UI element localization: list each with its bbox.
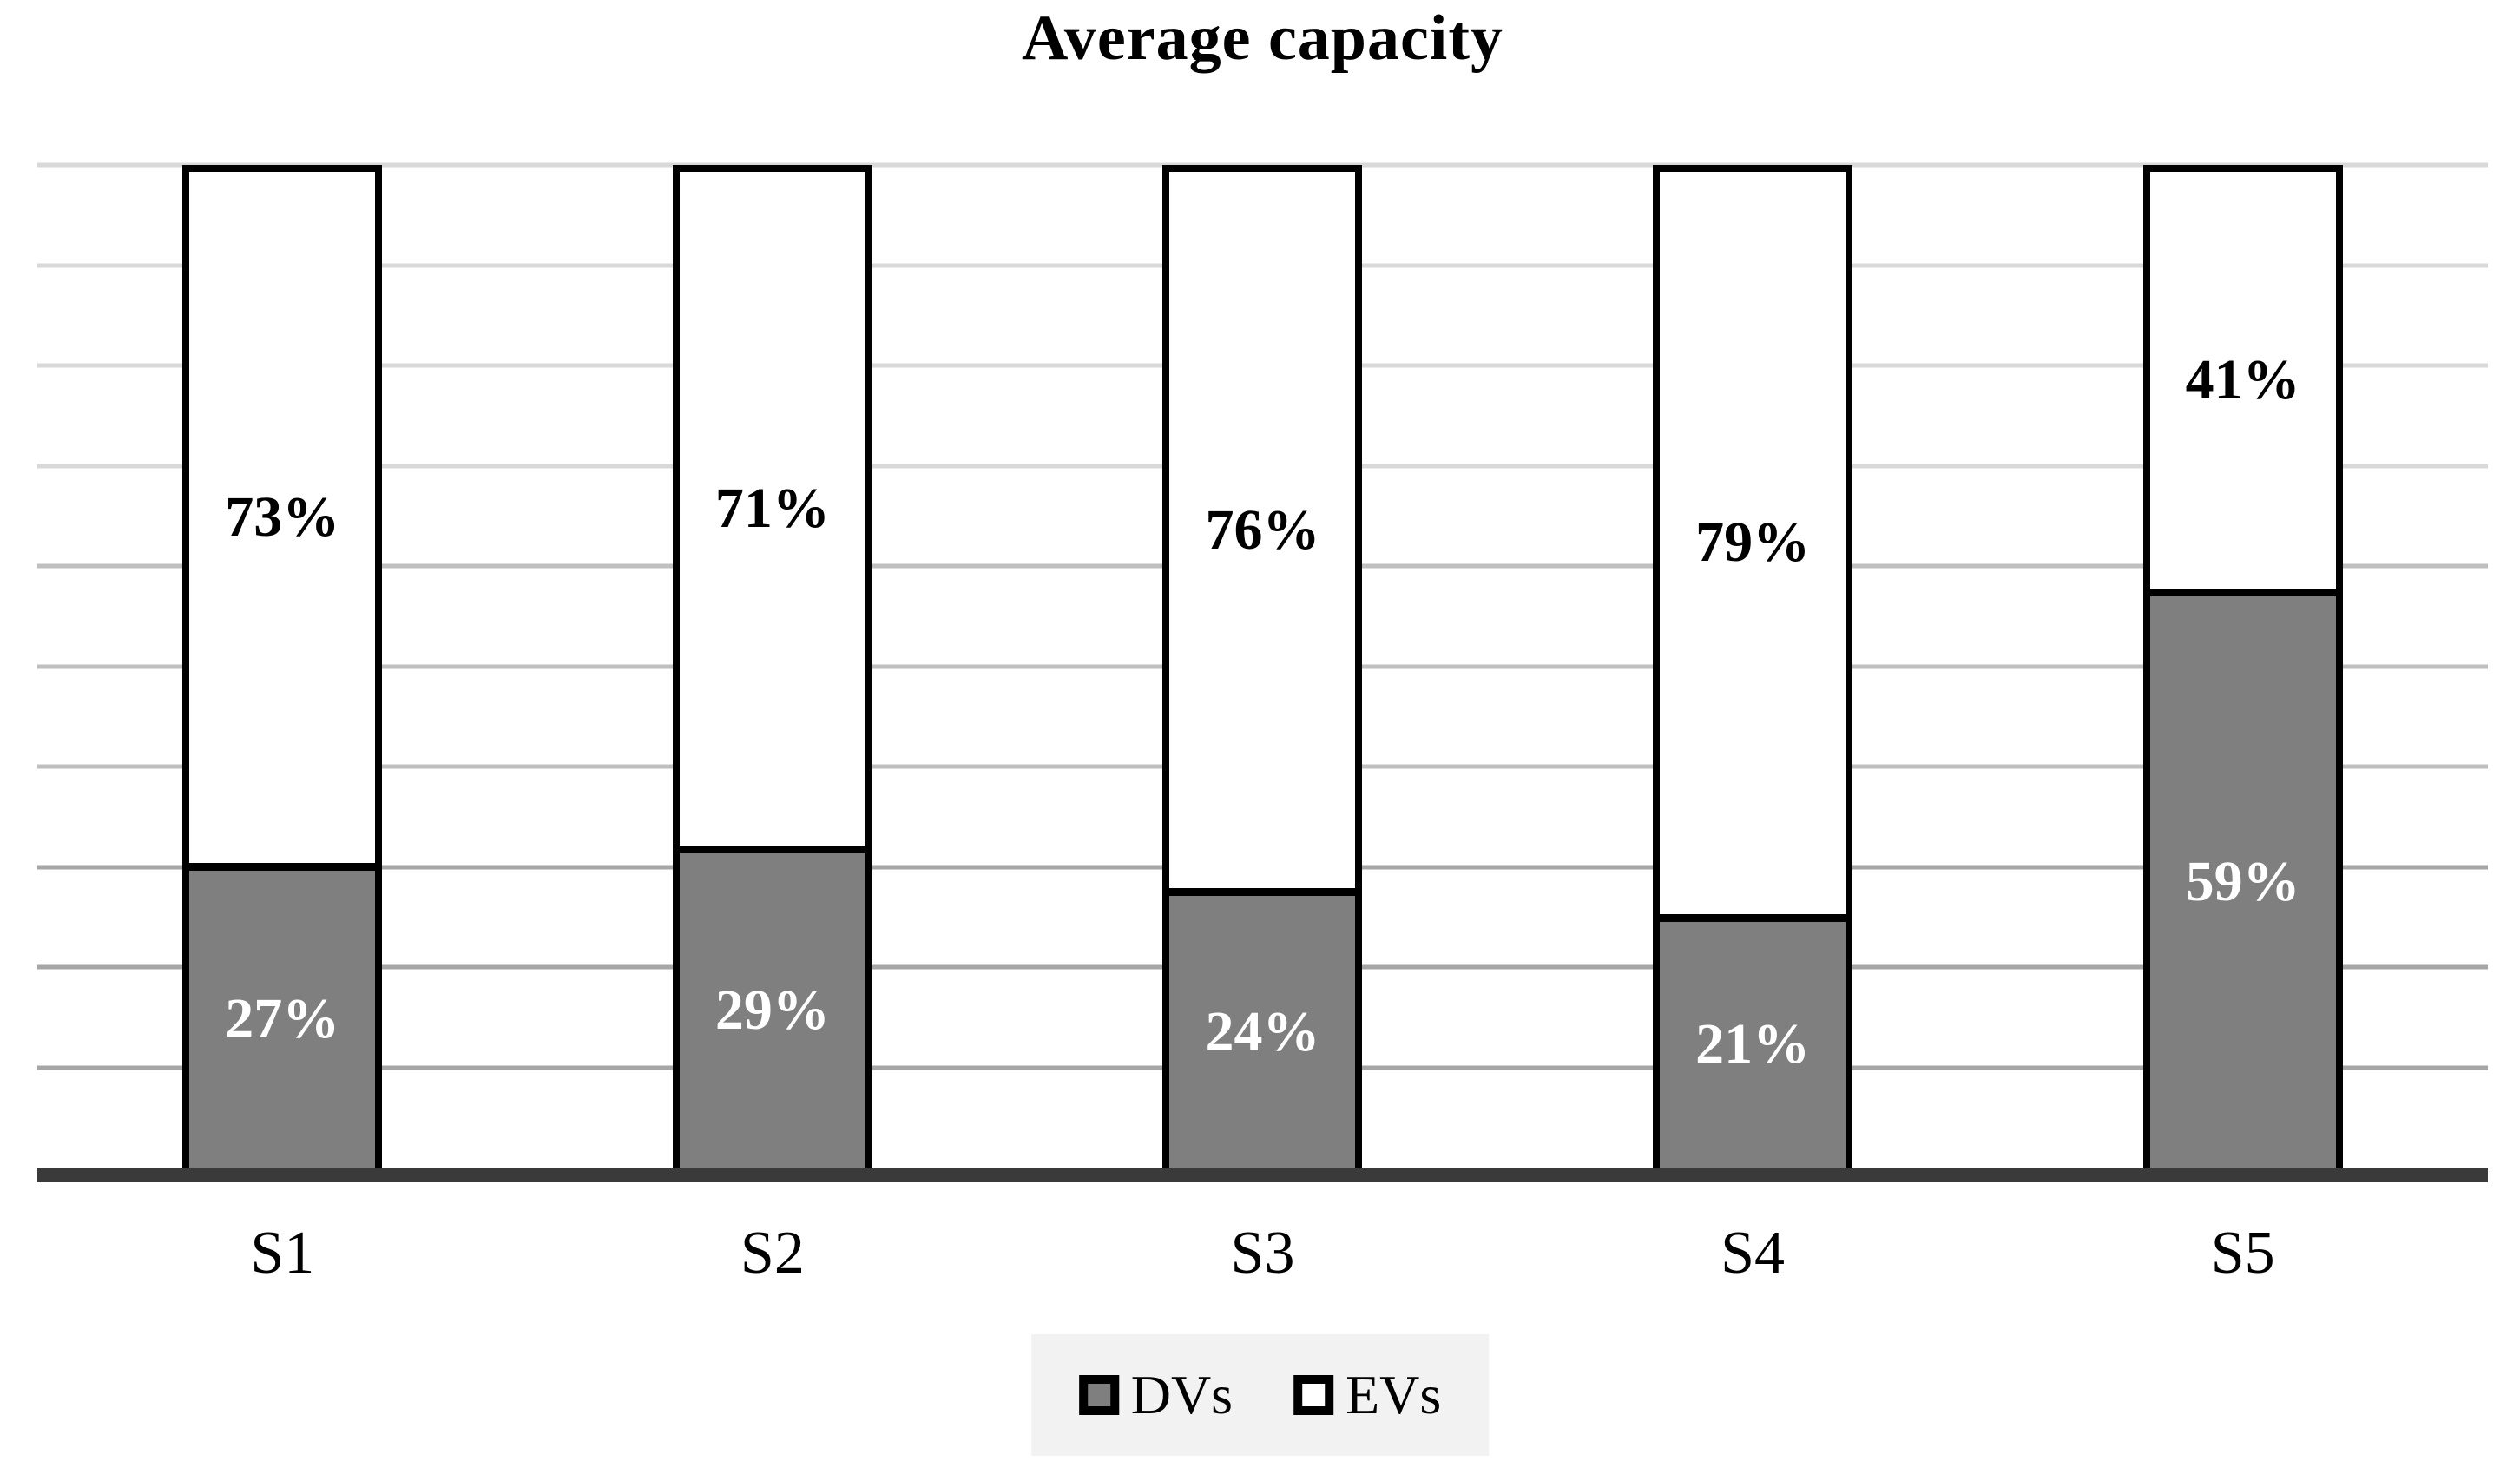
category-label-s5: S5 xyxy=(2210,1220,2275,1287)
segment-evs-s2: 71% xyxy=(679,172,865,846)
bar-s1: 73% 27% xyxy=(182,165,383,1168)
legend-item-evs: EVs xyxy=(1293,1363,1441,1427)
segment-evs-s3: 76% xyxy=(1169,172,1356,889)
bars-container: 73% 27% 71% 29% 76% 24% 79% 21% 41% 59% xyxy=(37,165,2488,1168)
bar-slot-s2: 71% 29% xyxy=(528,165,1018,1168)
bar-slot-s1: 73% 27% xyxy=(37,165,528,1168)
data-label-dvs-s3: 24% xyxy=(1205,999,1320,1063)
bar-slot-s3: 76% 24% xyxy=(1017,165,1508,1168)
segment-dvs-s5: 59% xyxy=(2149,589,2336,1168)
data-label-evs-s3: 76% xyxy=(1205,497,1320,562)
segment-dvs-s4: 21% xyxy=(1660,913,1846,1168)
segment-dvs-s2: 29% xyxy=(679,846,865,1168)
category-label-s3: S3 xyxy=(1230,1220,1295,1287)
data-label-evs-s2: 71% xyxy=(714,477,830,541)
category-label-s2: S2 xyxy=(740,1220,805,1287)
category-label-s4: S4 xyxy=(1721,1220,1786,1287)
data-label-dvs-s5: 59% xyxy=(2185,850,2300,914)
bar-slot-s5: 41% 59% xyxy=(1997,165,2488,1168)
legend-label-dvs: DVs xyxy=(1130,1364,1234,1425)
category-axis-labels: S1 S2 S3 S4 S5 xyxy=(37,1214,2488,1294)
bar-slot-s4: 79% 21% xyxy=(1508,165,1998,1168)
bar-s3: 76% 24% xyxy=(1162,165,1363,1168)
data-label-evs-s4: 79% xyxy=(1695,510,1811,575)
legend: DVs EVs xyxy=(1030,1334,1490,1456)
chart-title: Average capacity xyxy=(1021,3,1504,74)
bar-s5: 41% 59% xyxy=(2142,165,2343,1168)
segment-evs-s4: 79% xyxy=(1660,172,1846,914)
data-label-dvs-s1: 27% xyxy=(225,986,340,1050)
legend-label-evs: EVs xyxy=(1346,1364,1442,1425)
legend-swatch-dvs xyxy=(1078,1375,1119,1415)
category-label-s1: S1 xyxy=(250,1220,315,1287)
plot-area: 73% 27% 71% 29% 76% 24% 79% 21% 41% 59% xyxy=(37,162,2488,1168)
x-axis-line xyxy=(37,1168,2488,1182)
data-label-evs-s1: 73% xyxy=(225,484,340,549)
bar-s4: 79% 21% xyxy=(1653,165,1853,1168)
legend-item-dvs: DVs xyxy=(1078,1363,1234,1427)
data-label-dvs-s2: 29% xyxy=(714,978,830,1043)
data-label-dvs-s4: 21% xyxy=(1695,1012,1811,1076)
data-label-evs-s5: 41% xyxy=(2185,348,2300,412)
segment-evs-s1: 73% xyxy=(189,172,376,863)
segment-dvs-s3: 24% xyxy=(1169,888,1356,1168)
segment-evs-s5: 41% xyxy=(2149,172,2336,589)
legend-swatch-evs xyxy=(1293,1375,1334,1415)
segment-dvs-s1: 27% xyxy=(189,862,376,1168)
bar-s2: 71% 29% xyxy=(672,165,872,1168)
